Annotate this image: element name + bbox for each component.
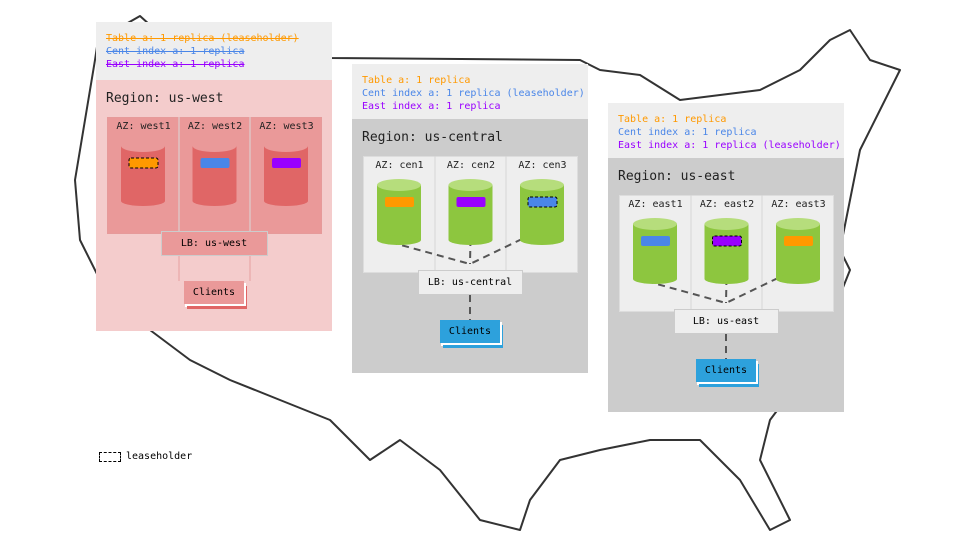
- region-us-central: Table a: 1 replica Cent index a: 1 replic…: [352, 64, 588, 373]
- database-cylinder: [448, 185, 493, 240]
- region-title: Region: us-east: [618, 169, 736, 184]
- replica-line-cent-index: Cent index a: 1 replica (leaseholder): [362, 88, 585, 99]
- leaseholder-swatch: [99, 451, 121, 462]
- database-cylinder-top: [121, 140, 165, 152]
- az-label: AZ: cen2: [446, 160, 496, 171]
- replica-summary: Table a: 1 replica (leaseholder) Cent ind…: [96, 22, 332, 80]
- range-replica: [128, 157, 159, 169]
- range-replica: [272, 158, 301, 168]
- clients-box[interactable]: Clients: [440, 320, 500, 343]
- az-label: AZ: west2: [187, 121, 243, 132]
- region-title: Region: us-central: [362, 130, 503, 145]
- replica-line-table: Table a: 1 replica (leaseholder): [106, 33, 299, 44]
- az-label: AZ: west3: [259, 121, 314, 132]
- replica-line-cent-index: Cent index a: 1 replica: [106, 46, 245, 57]
- replica-summary: Table a: 1 replica Cent index a: 1 replic…: [608, 103, 844, 158]
- clients-box[interactable]: Clients: [184, 281, 244, 304]
- database-cylinder-top: [704, 218, 749, 230]
- database-cylinder-top: [633, 218, 677, 230]
- region-title: Region: us-west: [106, 91, 224, 106]
- az-label: AZ: east2: [699, 199, 755, 210]
- range-replica: [385, 197, 414, 207]
- connector-line: [725, 277, 779, 304]
- database-cylinder-base: [192, 196, 237, 206]
- database-cylinder: [633, 224, 677, 279]
- database-cylinder: [264, 146, 308, 201]
- database-cylinder-top: [192, 140, 237, 152]
- replica-line-table: Table a: 1 replica: [618, 114, 727, 125]
- database-cylinder: [704, 224, 749, 279]
- database-cylinder: [121, 146, 165, 201]
- database-cylinder-base: [264, 196, 308, 206]
- az-label: AZ: east3: [771, 199, 826, 210]
- load-balancer[interactable]: LB: us-central: [417, 270, 523, 295]
- load-balancer[interactable]: LB: us-east: [673, 309, 779, 334]
- database-cylinder-base: [633, 274, 677, 284]
- replica-summary: Table a: 1 replica Cent index a: 1 replic…: [352, 64, 588, 119]
- database-cylinder: [192, 146, 237, 201]
- database-cylinder: [377, 185, 421, 240]
- database-cylinder: [776, 224, 820, 279]
- database-cylinder-base: [377, 235, 421, 245]
- database-cylinder-top: [776, 218, 820, 230]
- database-cylinder-base: [520, 235, 564, 245]
- diagram-lines: [633, 195, 820, 359]
- legend-label: leaseholder: [126, 451, 193, 462]
- range-replica: [712, 235, 742, 247]
- database-cylinder-base: [448, 235, 493, 245]
- replica-line-cent-index: Cent index a: 1 replica: [618, 127, 757, 138]
- database-cylinder-top: [520, 179, 564, 191]
- replica-line-east-index: East index a: 1 replica: [106, 59, 245, 70]
- legend: leaseholder: [99, 451, 192, 462]
- clients-box[interactable]: Clients: [696, 359, 756, 382]
- range-replica: [200, 158, 230, 168]
- database-cylinder-base: [704, 274, 749, 284]
- region-us-west: Table a: 1 replica (leaseholder) Cent ind…: [96, 22, 332, 331]
- replica-line-table: Table a: 1 replica: [362, 75, 471, 86]
- replica-line-east-index: East index a: 1 replica: [362, 101, 501, 112]
- az-label: AZ: cen1: [375, 160, 424, 171]
- database-cylinder-top: [448, 179, 493, 191]
- database-cylinder-base: [121, 196, 165, 206]
- database-cylinder-base: [776, 274, 820, 284]
- az-label: AZ: west1: [116, 121, 171, 132]
- database-cylinder-top: [377, 179, 421, 191]
- range-replica: [641, 236, 670, 246]
- az-label: AZ: east1: [628, 199, 683, 210]
- region-us-east: Table a: 1 replica Cent index a: 1 replic…: [608, 103, 844, 412]
- replica-line-east-index: East index a: 1 replica (leaseholder): [618, 140, 841, 151]
- database-cylinder: [520, 185, 564, 240]
- load-balancer[interactable]: LB: us-west: [160, 231, 268, 256]
- database-cylinder-top: [264, 140, 308, 152]
- diagram-lines: [121, 117, 308, 281]
- range-replica: [527, 196, 558, 208]
- diagram-lines: [377, 156, 564, 320]
- connector-line: [469, 238, 523, 265]
- range-replica: [784, 236, 813, 246]
- range-replica: [456, 197, 486, 207]
- az-label: AZ: cen3: [518, 160, 567, 171]
